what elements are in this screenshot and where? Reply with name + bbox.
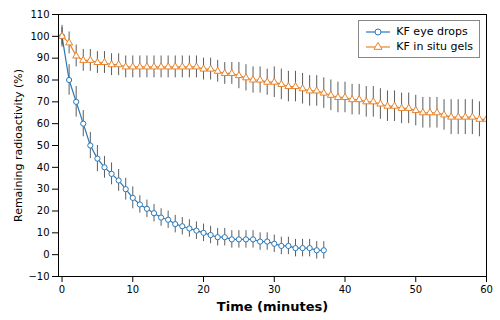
svg-text:90: 90 (37, 52, 50, 63)
svg-text:60: 60 (480, 284, 493, 295)
svg-text:Time (minutes): Time (minutes) (217, 299, 328, 314)
svg-text:30: 30 (268, 284, 281, 295)
svg-text:10: 10 (37, 227, 50, 238)
svg-text:110: 110 (30, 9, 49, 20)
svg-text:60: 60 (37, 118, 50, 129)
svg-text:40: 40 (339, 284, 352, 295)
svg-text:0: 0 (43, 249, 49, 260)
svg-text:70: 70 (37, 96, 50, 107)
svg-text:Remaining radioactivity (%): Remaining radioactivity (%) (12, 69, 25, 222)
html-text:KF eye drops: KF eye drops (396, 25, 468, 38)
svg-text:20: 20 (37, 205, 50, 216)
svg-text:100: 100 (30, 31, 49, 42)
svg-text:10: 10 (126, 284, 139, 295)
svg-text:50: 50 (37, 140, 50, 151)
svg-text:30: 30 (37, 183, 50, 194)
svg-text:0: 0 (59, 284, 65, 295)
svg-text:−10: −10 (28, 271, 49, 282)
html-text:KF in situ gels: KF in situ gels (396, 40, 473, 53)
svg-text:50: 50 (409, 284, 422, 295)
svg-text:40: 40 (37, 162, 50, 173)
svg-text:80: 80 (37, 74, 50, 85)
svg-text:20: 20 (197, 284, 210, 295)
